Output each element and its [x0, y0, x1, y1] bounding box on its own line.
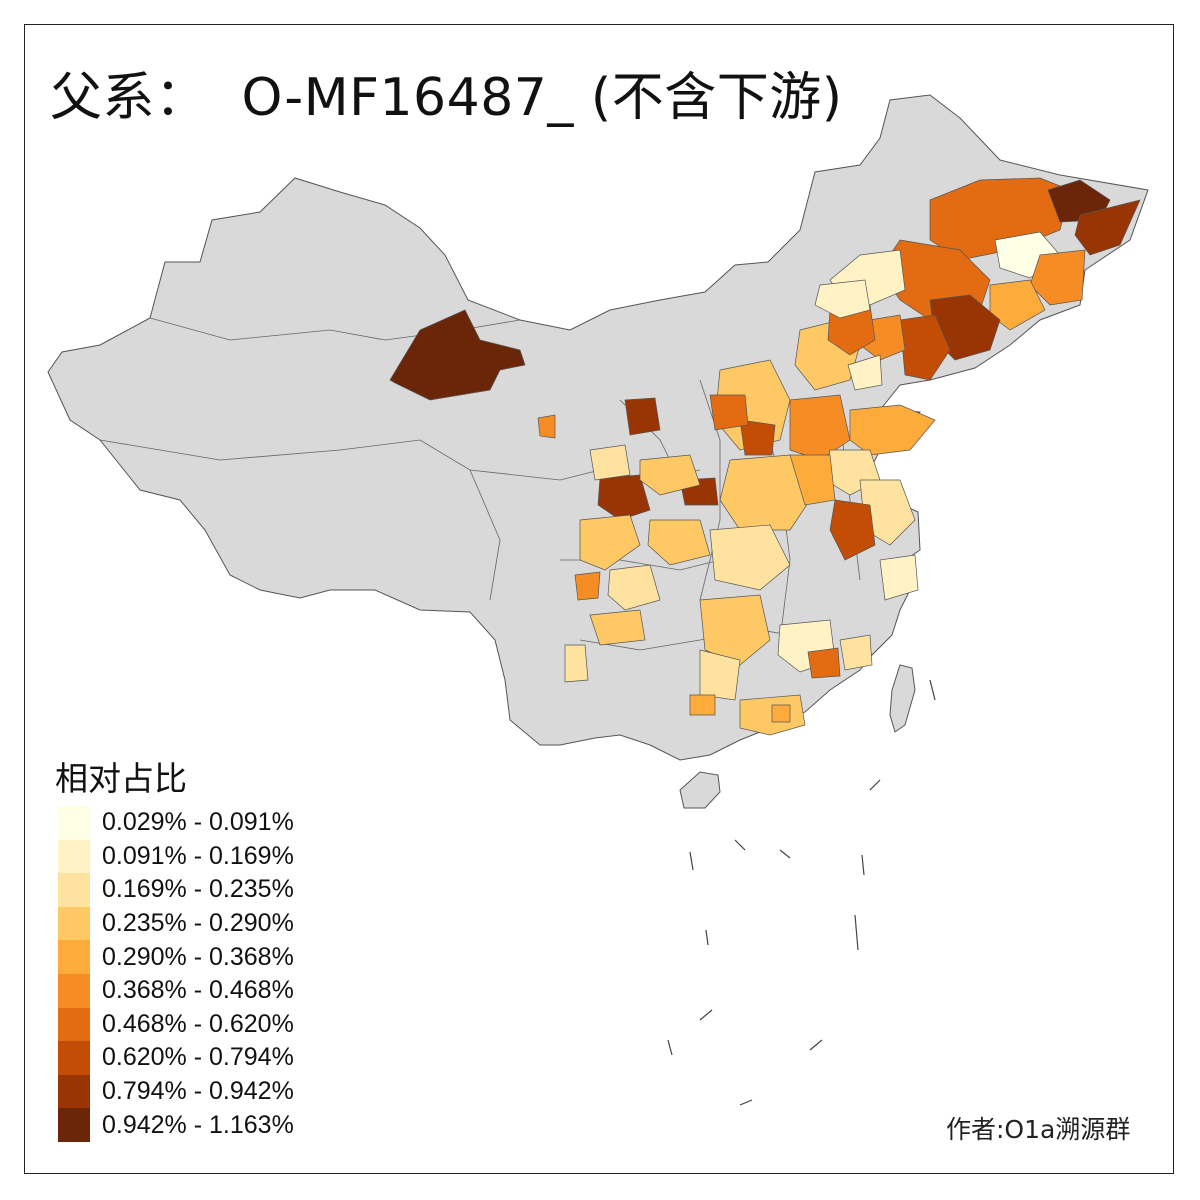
legend-title: 相对占比 [55, 759, 187, 798]
region-patch-xinjiang [389, 309, 526, 401]
region-patch-sichuan-1 [579, 514, 641, 571]
legend-label: 0.468% - 0.620% [102, 1009, 294, 1038]
region-patch-hubei-2 [647, 519, 711, 566]
legend-label: 0.942% - 1.163% [102, 1110, 294, 1139]
region-patch-guangdong-2 [771, 704, 791, 723]
region-patch-guizhou-1 [589, 609, 646, 646]
region-patch-ne-3 [1074, 199, 1141, 256]
region-patch-inner-mongolia [814, 279, 871, 319]
legend-row: 0.235% - 0.290% [58, 906, 294, 941]
legend-row: 0.091% - 0.169% [58, 839, 294, 874]
region-patch-yunnan-1 [564, 644, 589, 683]
region-patches [389, 177, 1141, 736]
legend-label: 0.169% - 0.235% [102, 875, 294, 904]
legend-swatch [58, 973, 90, 1008]
legend-row: 0.468% - 0.620% [58, 1007, 294, 1042]
author-credit: 作者:O1a溯源群 [946, 1115, 1131, 1144]
region-patch-hubei-1 [709, 524, 791, 591]
region-patch-bohai-1 [847, 354, 883, 391]
legend-swatch [58, 1007, 90, 1042]
legend-label: 0.091% - 0.169% [102, 841, 294, 870]
legend-swatch [58, 940, 90, 974]
region-patch-ne-5 [1029, 249, 1086, 306]
region-patch-gansu-2 [589, 444, 631, 481]
region-patch-sichuan-2 [574, 571, 601, 601]
legend-row: 0.620% - 0.794% [58, 1041, 294, 1075]
legend-swatch [58, 1074, 90, 1109]
legend-swatch [58, 873, 90, 907]
region-patch-shanxi-2 [739, 419, 776, 456]
legend-swatch [58, 806, 90, 840]
legend-swatch [58, 839, 90, 874]
region-patch-gansu-3 [537, 414, 556, 439]
region-patch-fujian-1 [807, 647, 841, 679]
legend-swatch [58, 1041, 90, 1075]
legend: 0.029% - 0.091% 0.091% - 0.169% 0.169% -… [58, 806, 294, 1142]
legend-swatch [58, 1108, 90, 1142]
legend-label: 0.029% - 0.091% [102, 808, 294, 837]
region-patch-shaanxi-1 [624, 397, 661, 436]
south-sea-islands [667, 679, 936, 1106]
legend-row: 0.794% - 0.942% [58, 1074, 294, 1109]
taiwan-region [889, 664, 916, 733]
region-patch-chongqing [607, 564, 661, 611]
region-patch-liaoning-2 [899, 314, 951, 381]
legend-row: 0.942% - 1.163% [58, 1108, 294, 1142]
legend-label: 0.368% - 0.468% [102, 976, 294, 1005]
hainan-region [679, 771, 721, 809]
legend-row: 0.169% - 0.235% [58, 873, 294, 907]
legend-label: 0.620% - 0.794% [102, 1043, 294, 1072]
region-patch-ne-8 [989, 279, 1046, 331]
region-patch-shandong-1 [849, 404, 936, 456]
region-patch-anhui-1 [829, 499, 876, 561]
legend-row: 0.029% - 0.091% [58, 806, 294, 840]
legend-label: 0.290% - 0.368% [102, 942, 294, 971]
region-patch-fujian-2 [839, 634, 873, 671]
region-patch-guangxi-1 [689, 694, 716, 716]
legend-row: 0.290% - 0.368% [58, 940, 294, 974]
region-patch-zhejiang-1 [879, 554, 919, 601]
legend-row: 0.368% - 0.468% [58, 973, 294, 1008]
region-patch-gansu-1 [597, 474, 651, 521]
region-patch-hunan-1 [699, 594, 771, 666]
legend-swatch [58, 906, 90, 941]
region-patch-hunan-2 [699, 649, 741, 701]
region-patch-shaanxi-3 [639, 454, 701, 496]
legend-label: 0.794% - 0.942% [102, 1077, 294, 1106]
map-title: 父系： O-MF16487_ (不含下游) [50, 68, 843, 128]
region-patch-shanxi-3 [709, 394, 749, 431]
legend-label: 0.235% - 0.290% [102, 909, 294, 938]
